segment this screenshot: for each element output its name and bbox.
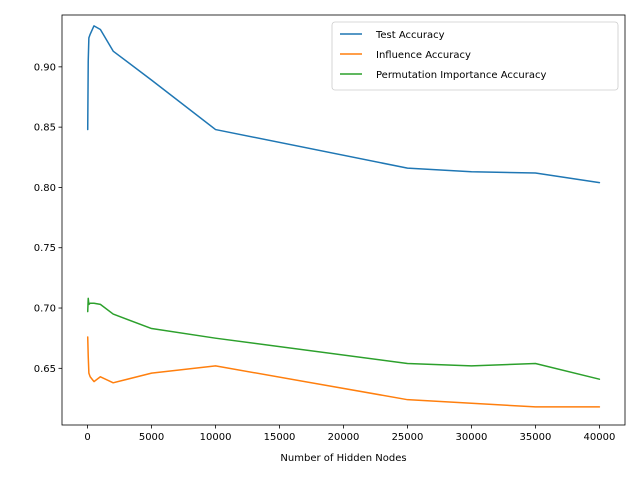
y-tick-label: 0.65 <box>34 364 56 375</box>
y-tick-label: 0.75 <box>34 243 56 254</box>
x-tick-label: 5000 <box>139 432 164 443</box>
legend-label: Test Accuracy <box>375 30 445 41</box>
legend-label: Permutation Importance Accuracy <box>376 70 546 81</box>
series-layer <box>86 25 601 408</box>
x-tick-label: 0 <box>84 432 90 443</box>
series-line-3 <box>86 297 601 380</box>
legend-label: Influence Accuracy <box>376 50 471 61</box>
x-tick-label: 25000 <box>392 432 424 443</box>
x-tick-label: 40000 <box>584 432 616 443</box>
y-tick-label: 0.85 <box>34 123 56 134</box>
x-axis-label: Number of Hidden Nodes <box>280 453 406 464</box>
y-tick-label: 0.90 <box>34 62 56 73</box>
x-tick-label: 20000 <box>328 432 360 443</box>
y-tick-label: 0.70 <box>34 304 56 315</box>
series-line-2 <box>86 336 601 408</box>
x-tick-label: 15000 <box>264 432 296 443</box>
x-tick-label: 30000 <box>456 432 488 443</box>
x-axis: 0 5000 10000 15000 20000 25000 30000 35000 40000 <box>84 425 615 443</box>
y-tick-label: 0.80 <box>34 183 56 194</box>
legend-box <box>331 21 619 91</box>
legend: Test Accuracy Influence Accuracy Permutati… <box>331 21 619 91</box>
x-tick-label: 10000 <box>200 432 232 443</box>
x-tick-label: 35000 <box>520 432 552 443</box>
series-line-1 <box>86 25 601 184</box>
y-axis: 0.65 0.70 0.75 0.80 0.85 0.90 <box>34 62 62 375</box>
